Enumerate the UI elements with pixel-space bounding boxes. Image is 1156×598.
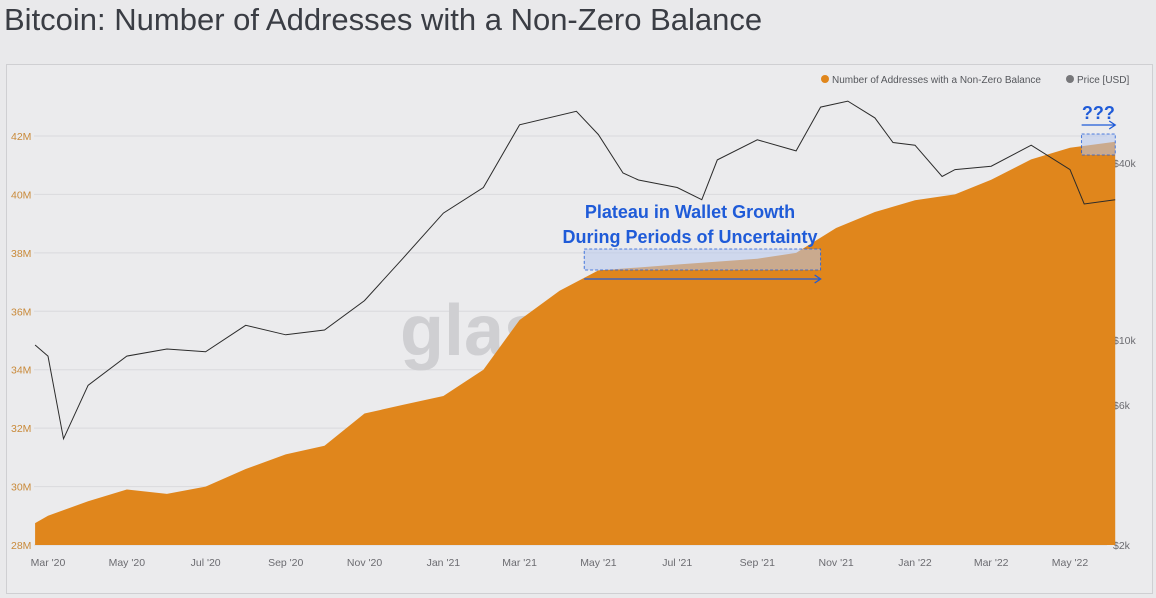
legend-addresses[interactable]: Number of Addresses with a Non-Zero Bala… bbox=[832, 75, 1041, 86]
question-highlight bbox=[1081, 133, 1116, 156]
x-tick-label: Mar '21 bbox=[502, 557, 537, 569]
x-tick-label: Nov '20 bbox=[347, 557, 382, 569]
question-arrow-icon bbox=[1081, 120, 1117, 130]
legend-price[interactable]: Price [USD] bbox=[1077, 75, 1129, 86]
left-tick-label: 34M bbox=[11, 365, 31, 377]
plateau-arrow-icon bbox=[584, 274, 822, 284]
plateau-highlight bbox=[583, 248, 822, 271]
plateau-annotation: Plateau in Wallet Growth bbox=[585, 202, 795, 222]
x-tick-label: Mar '20 bbox=[31, 557, 66, 569]
legend-price-dot bbox=[1066, 75, 1074, 83]
x-tick-label: Nov '21 bbox=[819, 557, 854, 569]
x-tick-label: Mar '22 bbox=[974, 557, 1009, 569]
left-tick-label: 38M bbox=[11, 248, 31, 260]
legend-addresses-dot bbox=[821, 75, 829, 83]
left-tick-label: 32M bbox=[11, 423, 31, 435]
page-title: Bitcoin: Number of Addresses with a Non-… bbox=[4, 2, 763, 37]
left-tick-label: 28M bbox=[11, 540, 31, 552]
right-tick-label: $10k bbox=[1113, 335, 1137, 347]
x-tick-label: Sep '21 bbox=[740, 557, 775, 569]
addresses-area bbox=[35, 141, 1116, 546]
x-tick-label: May '22 bbox=[1052, 557, 1089, 569]
right-tick-label: $40k bbox=[1113, 158, 1137, 170]
right-tick-label: $2k bbox=[1113, 540, 1131, 552]
x-tick-label: Jan '22 bbox=[898, 557, 932, 569]
x-tick-label: May '20 bbox=[109, 557, 146, 569]
left-tick-label: 36M bbox=[11, 306, 31, 318]
question-annotation: ??? bbox=[1082, 103, 1115, 123]
left-tick-label: 42M bbox=[11, 131, 31, 143]
left-tick-label: 30M bbox=[11, 482, 31, 494]
plateau-annotation: During Periods of Uncertainty bbox=[562, 227, 817, 247]
x-tick-label: Sep '20 bbox=[268, 557, 303, 569]
price-line bbox=[34, 100, 1116, 441]
x-tick-label: Jul '20 bbox=[191, 557, 221, 569]
x-tick-label: Jan '21 bbox=[427, 557, 461, 569]
x-tick-label: Jul '21 bbox=[662, 557, 692, 569]
left-tick-label: 40M bbox=[11, 189, 31, 201]
right-tick-label: $6k bbox=[1113, 400, 1131, 412]
x-tick-label: May '21 bbox=[580, 557, 617, 569]
